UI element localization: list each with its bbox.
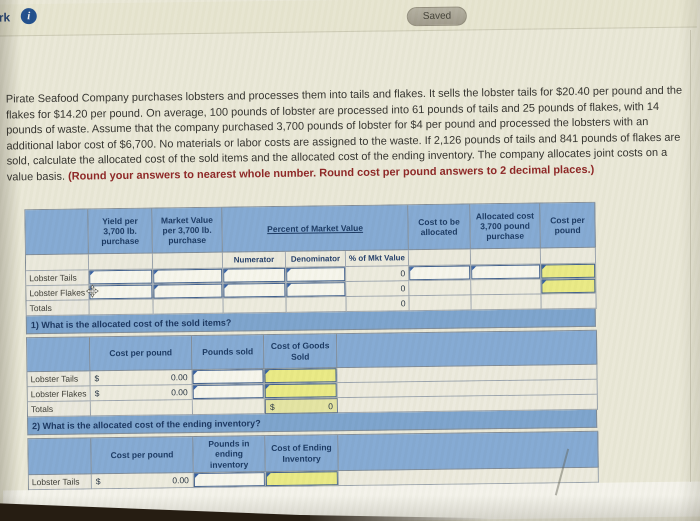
- assignment-title-fragment: rk: [0, 10, 11, 25]
- column-header-percent-of-market-value: Percent of Market Value: [267, 222, 364, 235]
- saved-status-badge: Saved: [406, 6, 468, 27]
- inv-header-band: [338, 431, 599, 472]
- input-cost-to-allocate-tails[interactable]: [409, 265, 471, 281]
- sold-items-table: Cost per pound Pounds sold Cost of Goods…: [25, 329, 598, 418]
- sold-header-blank: [26, 337, 91, 373]
- input-ending-inventory-cost-tails[interactable]: [265, 471, 338, 487]
- sold-col-cogs: Cost of Goods Sold: [263, 334, 338, 370]
- subheader-numerator: Numerator: [222, 251, 287, 269]
- input-cogs-flakes[interactable]: [264, 383, 337, 399]
- sold-label-totals: Totals: [27, 401, 92, 418]
- subheader-denominator: Denominator: [285, 251, 347, 268]
- sold-cpp-flakes: $0.00: [90, 385, 193, 402]
- sold-col-pounds-sold: Pounds sold: [191, 335, 265, 371]
- rounding-instruction: (Round your answers to nearest whole num…: [67, 163, 595, 183]
- sold-total-cogs: $0: [264, 398, 338, 415]
- row-label-totals: Totals: [26, 300, 90, 317]
- inv-cpp-tails: $0.00: [91, 473, 194, 490]
- column-header-market-value: Market Value per 3,700 lb. purchase: [152, 207, 223, 254]
- input-allocated-cost-tails[interactable]: [471, 264, 541, 280]
- inv-col-cost-of-ending-inventory: Cost of Ending Inventory: [265, 435, 339, 473]
- column-header-yield: Yield per 3,700 lb. purchase: [88, 208, 153, 255]
- input-cost-per-pound-tails[interactable]: [541, 263, 596, 279]
- top-bar: rk i Saved: [0, 0, 697, 37]
- column-header-allocated-cost: Allocated cost 3,700 pound purchase: [470, 203, 541, 250]
- input-pounds-sold-tails[interactable]: [192, 369, 264, 385]
- input-pounds-sold-flakes[interactable]: [192, 384, 264, 400]
- sold-label-flakes: Lobster Flakes: [27, 386, 91, 403]
- column-header-cost-per-pound: Cost per pound: [540, 202, 596, 249]
- worksheet: Yield per 3,700 lb. purchase Market Valu…: [24, 201, 600, 492]
- pct-mkt-value-flakes: 0: [346, 281, 410, 298]
- input-numerator-tails[interactable]: [223, 267, 286, 283]
- inv-col-cost-per-pound: Cost per pound: [91, 437, 194, 475]
- inv-label-tails: Lobster Tails: [28, 474, 92, 491]
- inv-col-pounds-in-ending-inventory: Pounds in ending inventory: [193, 436, 266, 474]
- sold-label-tails: Lobster Tails: [27, 371, 91, 388]
- pct-mkt-value-totals: 0: [346, 296, 410, 313]
- input-numerator-flakes[interactable]: [223, 282, 286, 298]
- row-label-lobster-tails: Lobster Tails: [26, 270, 90, 287]
- input-denominator-tails[interactable]: [286, 267, 346, 282]
- ending-inventory-table: Cost per pound Pounds in ending inventor…: [27, 430, 600, 492]
- input-pounds-inventory-tails[interactable]: [193, 472, 265, 488]
- sold-col-cost-per-pound: Cost per pound: [89, 336, 193, 372]
- allocation-table: Yield per 3,700 lb. purchase Market Valu…: [24, 201, 597, 317]
- allocation-header-blank: [25, 209, 89, 256]
- mouse-cursor-icon: [85, 284, 99, 298]
- input-denominator-flakes[interactable]: [286, 282, 346, 297]
- input-market-value-tails[interactable]: [153, 268, 223, 284]
- problem-statement: Pirate Seafood Company purchases lobster…: [6, 83, 695, 186]
- input-market-value-flakes[interactable]: [153, 283, 223, 299]
- sold-header-band: [336, 330, 598, 369]
- column-header-cost-to-be-allocated: Cost to be allocated: [408, 204, 471, 251]
- row-label-lobster-flakes: Lobster Flakes: [26, 285, 90, 302]
- inv-header-blank: [28, 438, 92, 476]
- subheader-pct-of-mkt-value: % of Mkt Value: [345, 250, 410, 268]
- sold-cpp-tails: $0.00: [90, 370, 193, 387]
- pct-mkt-value-tails: 0: [346, 266, 410, 283]
- input-cost-per-pound-flakes[interactable]: [541, 278, 596, 294]
- input-cogs-tails[interactable]: [264, 368, 337, 384]
- info-icon[interactable]: i: [20, 8, 37, 25]
- input-yield-tails[interactable]: [89, 269, 153, 285]
